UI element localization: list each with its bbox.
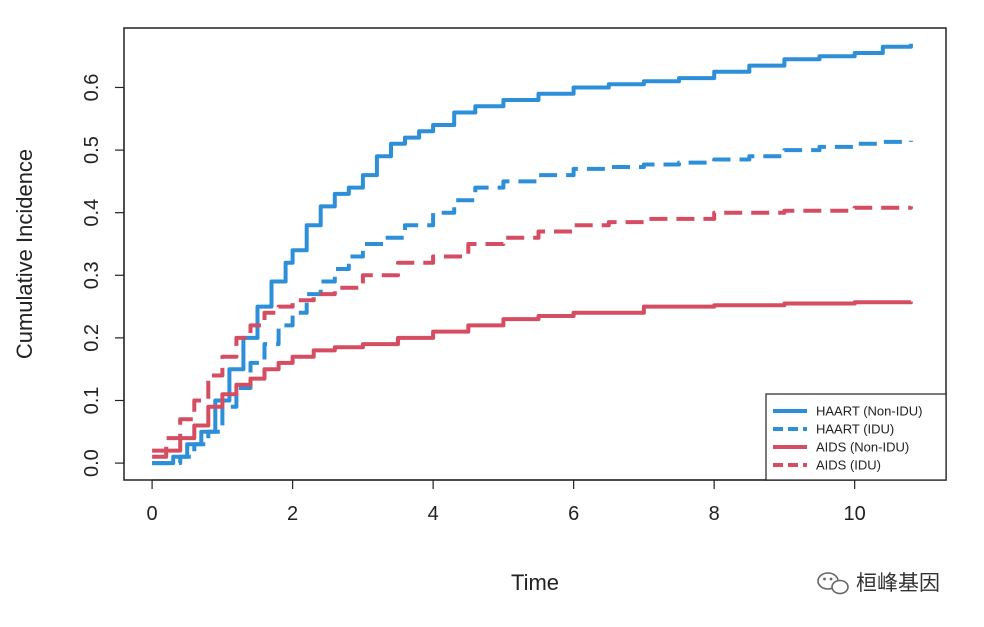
series-line-haart-non-idu: [152, 43, 913, 466]
y-tick-label: 0.5: [81, 136, 103, 164]
x-axis: 0 2 4 6 8 10: [147, 479, 866, 525]
series-line-haart-idu: [152, 139, 913, 466]
legend-label: AIDS (IDU): [816, 458, 881, 473]
legend: HAART (Non-IDU) HAART (IDU) AIDS (Non-IDU)…: [765, 393, 947, 481]
wechat-icon: [817, 572, 849, 595]
x-tick-label: 0: [147, 503, 158, 525]
x-tick-label: 8: [709, 503, 720, 525]
watermark-text: 桓峰基因: [856, 571, 940, 595]
series-line-aids-idu: [152, 205, 913, 453]
y-tick-label: 0.3: [81, 261, 103, 289]
series-line-aids-non-idu: [152, 300, 913, 459]
x-tick-label: 10: [844, 503, 866, 525]
legend-items: HAART (Non-IDU) HAART (IDU) AIDS (Non-IDU)…: [773, 404, 922, 473]
y-tick-label: 0.6: [81, 74, 103, 102]
x-axis-title: Time: [511, 570, 559, 595]
legend-label: HAART (Non-IDU): [816, 404, 922, 419]
y-tick-label: 0.2: [81, 324, 103, 352]
y-tick-label: 0.0: [81, 449, 103, 477]
watermark: 桓峰基因: [817, 571, 940, 595]
y-tick-label: 0.1: [81, 387, 103, 415]
legend-label: AIDS (Non-IDU): [816, 440, 909, 455]
y-axis-title: Cumulative Incidence: [12, 149, 37, 359]
series-layer: [152, 43, 913, 466]
y-axis: 0.0 0.1 0.2 0.3 0.4 0.5 0.6: [81, 74, 125, 477]
x-tick-label: 2: [287, 503, 298, 525]
x-tick-label: 6: [568, 503, 579, 525]
x-tick-label: 4: [428, 503, 439, 525]
legend-label: HAART (IDU): [816, 422, 894, 437]
y-tick-label: 0.4: [81, 199, 103, 227]
